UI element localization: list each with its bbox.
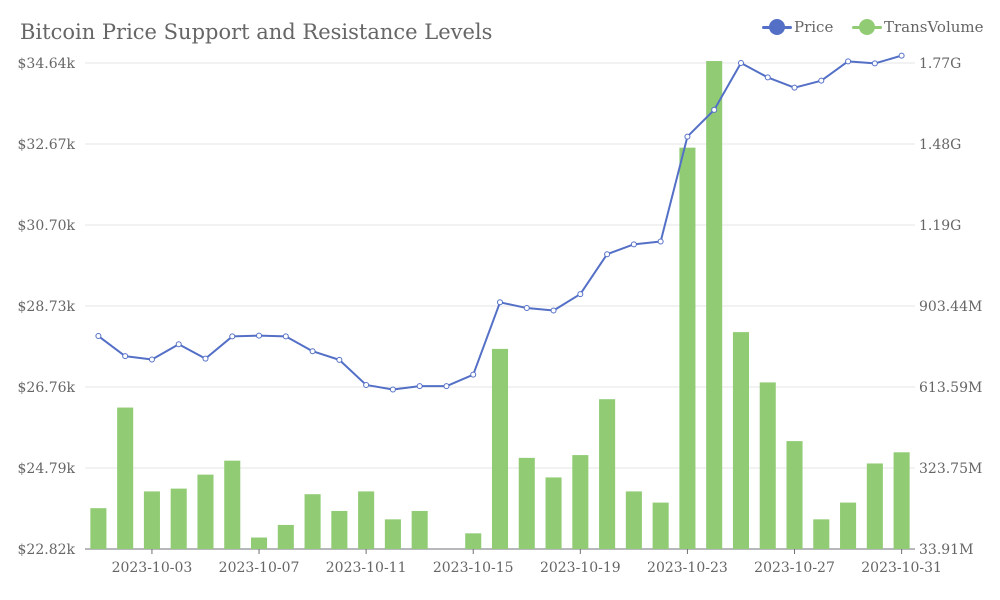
price-point <box>630 241 637 248</box>
price-point <box>818 77 825 84</box>
price-point <box>202 355 209 362</box>
price-point <box>737 60 744 66</box>
price-point <box>95 333 102 340</box>
x-tick-label: 2023-10-31 <box>861 560 942 576</box>
price-point <box>898 52 905 59</box>
y-right-tick-label: 323.75M <box>919 461 982 477</box>
y-left-tick-label: $30.70k <box>18 218 76 234</box>
volume-bar <box>277 524 294 549</box>
volume-bar <box>90 508 107 549</box>
price-point <box>443 383 450 390</box>
price-point <box>657 238 664 245</box>
volume-bar <box>197 474 214 549</box>
price-point <box>470 371 477 378</box>
price-point <box>416 383 423 390</box>
price-point <box>523 305 530 312</box>
price-point <box>148 356 155 363</box>
volume-bar <box>813 519 830 549</box>
x-tick-label: 2023-10-15 <box>433 560 514 576</box>
volume-bar <box>491 348 509 549</box>
legend-swatch-price <box>762 19 792 35</box>
y-left-tick-label: $24.79k <box>18 461 76 477</box>
volume-bar <box>893 452 910 549</box>
legend-item-price[interactable]: Price <box>762 18 833 36</box>
volume-bar <box>358 491 375 549</box>
volume-bar <box>759 382 776 549</box>
price-point <box>684 133 691 140</box>
price-point <box>550 307 557 314</box>
volume-bar <box>866 463 883 549</box>
legend-label-transvolume: TransVolume <box>884 18 984 36</box>
legend-item-transvolume[interactable]: TransVolume <box>852 18 984 36</box>
price-point <box>871 60 878 67</box>
price-point <box>791 84 798 91</box>
volume-bar <box>625 491 642 549</box>
price-point <box>336 356 343 363</box>
volume-bar <box>170 488 187 549</box>
y-right-tick-label: 1.19G <box>919 218 961 234</box>
y-left-tick-label: $32.67k <box>18 137 76 153</box>
volume-bar <box>251 537 268 549</box>
price-point <box>282 333 289 340</box>
price-point <box>229 333 236 340</box>
price-point <box>175 341 182 348</box>
price-point <box>256 332 263 339</box>
legend-swatch-price-dot <box>769 19 785 35</box>
y-left-tick-label: $34.64k <box>18 56 76 72</box>
volume-bar <box>706 61 723 549</box>
y-right-tick-label: 33.91M <box>919 542 973 558</box>
y-right-tick-label: 903.44M <box>919 299 982 315</box>
y-right-tick-label: 1.48G <box>919 137 961 153</box>
price-line <box>97 54 902 391</box>
y-left-tick-label: $26.76k <box>18 380 76 396</box>
x-tick-label: 2023-10-07 <box>219 560 300 576</box>
price-point <box>122 353 129 360</box>
volume-bar <box>465 533 482 549</box>
y-left-tick-label: $22.82k <box>18 542 76 558</box>
chart-title: Bitcoin Price Support and Resistance Lev… <box>20 20 493 44</box>
volume-bar <box>840 502 857 549</box>
legend-swatch-transvolume <box>852 19 882 35</box>
x-tick-label: 2023-10-11 <box>326 560 407 576</box>
price-point <box>711 106 718 113</box>
volume-bar <box>545 477 562 549</box>
x-tick-label: 2023-10-23 <box>647 560 728 576</box>
volume-bar <box>143 491 160 549</box>
volume-bar <box>304 494 321 549</box>
volume-bar <box>652 502 669 549</box>
volume-bar <box>331 510 348 549</box>
volume-bar <box>732 332 749 549</box>
price-point <box>845 58 852 65</box>
volume-bar <box>679 147 696 550</box>
legend-swatch-transvolume-dot <box>859 19 875 35</box>
volume-bar <box>117 407 134 549</box>
volume-bar <box>572 455 589 549</box>
volume-bar <box>518 457 535 549</box>
price-point <box>497 299 503 306</box>
x-tick-label: 2023-10-03 <box>112 560 193 576</box>
x-tick-label: 2023-10-19 <box>540 560 621 576</box>
volume-bar <box>786 441 803 549</box>
y-right-tick-label: 613.59M <box>919 380 982 396</box>
price-point <box>604 251 611 258</box>
volume-bar <box>384 519 401 549</box>
price-point <box>764 74 771 81</box>
y-left-tick-label: $28.73k <box>18 299 76 315</box>
legend-label-price: Price <box>794 18 834 36</box>
x-tick-label: 2023-10-27 <box>754 560 835 576</box>
price-point <box>309 348 316 355</box>
price-point <box>389 386 396 393</box>
price-point <box>577 291 584 298</box>
volume-bar <box>224 460 241 549</box>
volume-bar <box>599 399 616 549</box>
volume-bar <box>411 510 428 549</box>
y-right-tick-label: 1.77G <box>919 56 961 72</box>
price-point <box>363 381 370 388</box>
